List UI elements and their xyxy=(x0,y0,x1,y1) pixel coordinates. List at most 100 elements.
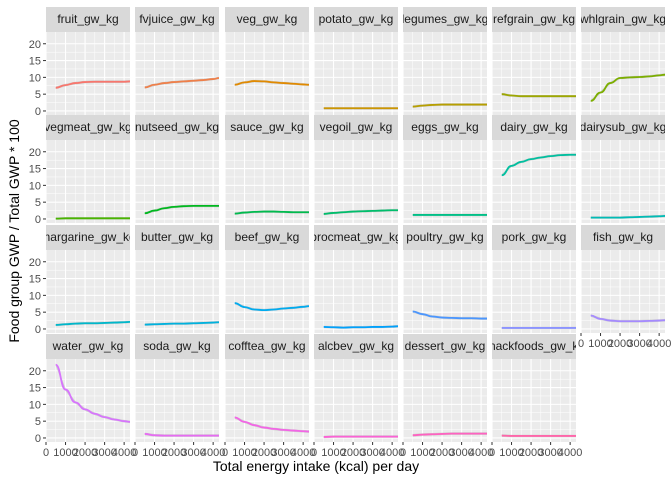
facet-strip xyxy=(225,7,309,32)
x-tick-label: 3000 xyxy=(449,447,473,459)
series-line-whlgrain_gw_kg xyxy=(590,73,666,102)
facet-label: margarine_gw_kg xyxy=(40,230,135,244)
series-line-fvjuice_gw_kg xyxy=(144,77,220,89)
x-tick-label: 4000 xyxy=(291,447,315,459)
facet-label: alcbev_gw_kg xyxy=(318,339,394,353)
x-tick-label: 1000 xyxy=(321,447,345,459)
facet-potato_gw_kg: potato_gw_kg xyxy=(313,7,398,115)
y-tick-label: 5 xyxy=(35,89,41,101)
series-line-beef_gw_kg xyxy=(234,302,310,312)
facet-strip xyxy=(403,225,487,250)
y-tick-label: 20 xyxy=(29,257,41,269)
series-line-dairy_gw_kg xyxy=(501,153,576,177)
facet-strip xyxy=(403,334,487,359)
panel-background xyxy=(492,250,576,333)
panel-background xyxy=(492,359,576,442)
facet-label: refgrain_gw_kg xyxy=(493,12,575,26)
facet-label: fish_gw_kg xyxy=(593,230,653,244)
x-axis-title: Total energy intake (kcal) per day xyxy=(213,458,419,474)
facet-strip xyxy=(135,334,219,359)
facet-margarine_gw_kg: margarine_gw_kg 0 5 10 15 20 xyxy=(29,225,135,336)
facet-strip xyxy=(225,334,309,359)
facet-refgrain_gw_kg: refgrain_gw_kg xyxy=(491,7,576,115)
panel-background xyxy=(403,250,487,333)
facet-label: eggs_gw_kg xyxy=(411,120,478,134)
panel-background xyxy=(135,140,219,223)
series-line-nutseed_gw_kg xyxy=(144,204,219,215)
x-tick-label: 4000 xyxy=(647,338,671,350)
x-tick-label: 2000 xyxy=(519,447,543,459)
series-line-cofftea_gw_kg xyxy=(234,416,310,433)
x-tick-label: 0 xyxy=(132,447,138,459)
y-tick-label: 20 xyxy=(29,39,41,51)
y-tick-label: 20 xyxy=(29,147,41,159)
facet-strip xyxy=(314,7,398,32)
x-tick-label: 2000 xyxy=(608,338,632,350)
facet-poultry_gw_kg: poultry_gw_kg xyxy=(402,225,487,333)
x-tick-label: 3000 xyxy=(360,447,384,459)
series-line-dessert_gw_kg xyxy=(412,432,487,437)
panel-background xyxy=(492,140,576,223)
panel-background xyxy=(225,32,309,115)
y-tick-label: 10 xyxy=(29,290,41,302)
facet-strip xyxy=(314,334,398,359)
panel-background xyxy=(581,32,665,115)
series-line-dairysub_gw_kg xyxy=(590,215,666,219)
facet-fvjuice_gw_kg: fvjuice_gw_kg xyxy=(134,7,220,115)
y-tick-label: 15 xyxy=(29,164,41,176)
series-line-refgrain_gw_kg xyxy=(501,93,576,98)
x-tick-label: 1000 xyxy=(142,447,166,459)
x-tick-label: 0 xyxy=(489,447,495,459)
y-tick-label: 20 xyxy=(29,366,41,378)
facet-strip xyxy=(314,225,398,250)
facet-strip xyxy=(581,7,665,32)
facet-strip xyxy=(492,7,576,32)
facet-label: dessert_gw_kg xyxy=(405,339,486,353)
x-tick-label: 2000 xyxy=(162,447,186,459)
x-tick-label: 1000 xyxy=(232,447,256,459)
facet-label: dairysub_gw_kg xyxy=(580,120,667,134)
x-tick-label: 1000 xyxy=(588,338,612,350)
facet-strip xyxy=(46,225,130,250)
x-tick-label: 1000 xyxy=(53,447,77,459)
x-tick-label: 0 xyxy=(222,447,228,459)
panel-background xyxy=(403,140,487,223)
facet-label: vegmeat_gw_kg xyxy=(44,120,131,134)
series-line-fish_gw_kg xyxy=(590,314,666,323)
y-tick-label: 0 xyxy=(35,106,41,118)
series-line-poultry_gw_kg xyxy=(412,310,487,320)
facet-veg_gw_kg: veg_gw_kg xyxy=(224,7,310,115)
series-line-procmeat_gw_kg xyxy=(323,325,399,329)
facet-strip xyxy=(46,115,130,140)
panel-background xyxy=(135,32,219,115)
x-tick-label: 2000 xyxy=(73,447,97,459)
x-tick-label: 2000 xyxy=(341,447,365,459)
panel-background xyxy=(314,359,398,442)
facet-label: water_gw_kg xyxy=(52,339,124,353)
series-line-margarine_gw_kg xyxy=(55,321,131,326)
facet-sauce_gw_kg: sauce_gw_kg xyxy=(224,115,309,223)
panel-background xyxy=(581,250,665,333)
facet-label: snackfoods_gw_kg xyxy=(483,339,585,353)
facet-label: beef_gw_kg xyxy=(235,230,300,244)
facet-vegoil_gw_kg: vegoil_gw_kg xyxy=(313,115,398,223)
facet-label: pork_gw_kg xyxy=(502,230,567,244)
facet-strip xyxy=(492,334,576,359)
panel-background xyxy=(403,359,487,442)
facet-label: veg_gw_kg xyxy=(237,12,298,26)
y-axis-title: Food group GWP / Total GWP * 100 xyxy=(6,119,22,343)
x-tick-label: 0 xyxy=(400,447,406,459)
facet-strip xyxy=(314,115,398,140)
y-tick-label: 10 xyxy=(29,180,41,192)
y-tick-label: 5 xyxy=(35,416,41,428)
facet-label: poultry_gw_kg xyxy=(406,230,483,244)
facet-strip xyxy=(135,7,219,32)
y-tick-label: 10 xyxy=(29,72,41,84)
facet-butter_gw_kg: butter_gw_kg xyxy=(134,225,220,333)
panel-background xyxy=(46,32,130,115)
x-tick-label: 3000 xyxy=(627,338,651,350)
facet-label: potato_gw_kg xyxy=(319,12,394,26)
